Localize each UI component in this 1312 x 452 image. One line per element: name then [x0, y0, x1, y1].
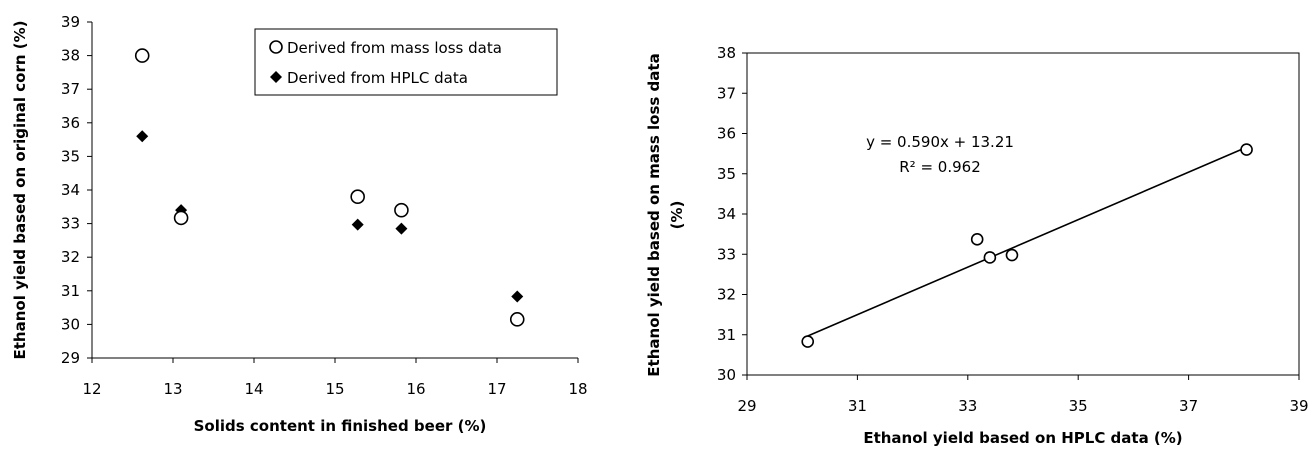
mass-loss-circle-point [134, 48, 150, 63]
right-y-tick-label: 36 [717, 125, 736, 143]
left-x-tick-label: 12 [82, 380, 101, 398]
left-y-ticks: 29 30 31 32 33 34 35 36 37 38 39 [61, 13, 92, 367]
left-y-tick-label: 30 [61, 315, 80, 333]
mass-loss-circle-point [509, 312, 525, 327]
right-y-tick-label: 37 [717, 84, 736, 102]
right-y-tick-label: 34 [717, 205, 736, 223]
left-y-tick-label: 38 [61, 47, 80, 65]
left-x-ticks: 12 13 14 15 16 17 18 [82, 358, 588, 398]
linear-trendline [807, 146, 1247, 337]
mass-loss-circle-point [350, 189, 365, 205]
right-data-points [801, 143, 1253, 348]
right-scatter-chart: 30 31 32 33 34 35 36 37 38 29 31 33 35 37 39 y = 0.59… [645, 44, 1309, 447]
right-y-axis-label-line1: Ethanol yield based on mass loss data [645, 53, 663, 376]
left-x-axis-label: Solids content in finished beer (%) [194, 417, 487, 435]
left-x-tick-label: 14 [244, 380, 263, 398]
right-x-tick-label: 31 [848, 397, 867, 415]
yield-comparison-point [1240, 143, 1253, 156]
legend-open-circle-marker [269, 40, 283, 54]
right-y-tick-label: 33 [717, 245, 736, 263]
right-trendline [807, 146, 1247, 337]
right-y-tick-label: 30 [717, 366, 736, 384]
right-y-tick-label: 31 [717, 326, 736, 344]
left-y-axis-label: Ethanol yield based on original corn (%) [11, 20, 29, 359]
left-y-tick-label: 29 [61, 349, 80, 367]
left-y-tick-label: 37 [61, 80, 80, 98]
right-x-tick-label: 37 [1179, 397, 1198, 415]
left-y-tick-label: 31 [61, 282, 80, 300]
legend-label-mass-loss: Derived from mass loss data [287, 39, 502, 57]
left-y-tick-label: 36 [61, 114, 80, 132]
trendline-equation: y = 0.590x + 13.21 [866, 133, 1014, 151]
legend-filled-diamond-marker [270, 71, 282, 83]
left-y-tick-label: 32 [61, 248, 80, 266]
hplc-diamond-point [136, 130, 149, 143]
right-y-ticks: 30 31 32 33 34 35 36 37 38 [717, 44, 747, 384]
hplc-diamond-point [395, 222, 408, 235]
left-y-tick-label: 35 [61, 147, 80, 165]
right-x-ticks: 29 31 33 35 37 39 [737, 375, 1309, 415]
left-x-tick-label: 15 [325, 380, 344, 398]
left-y-tick-label: 39 [61, 13, 80, 31]
right-x-tick-label: 29 [737, 397, 756, 415]
right-x-axis-label: Ethanol yield based on HPLC data (%) [863, 429, 1182, 447]
right-x-tick-label: 33 [958, 397, 977, 415]
legend-label-hplc: Derived from HPLC data [287, 69, 468, 87]
left-data-points [134, 48, 525, 327]
mass-loss-circle-point [173, 210, 189, 226]
right-y-axis-label-line2: (%) [668, 201, 686, 230]
right-y-tick-label: 32 [717, 286, 736, 304]
left-x-tick-label: 16 [406, 380, 425, 398]
right-x-tick-label: 35 [1069, 397, 1088, 415]
left-legend: Derived from mass loss data Derived from… [254, 28, 558, 96]
yield-comparison-point [970, 233, 984, 246]
left-y-tick-label: 33 [61, 215, 80, 233]
right-y-tick-label: 35 [717, 165, 736, 183]
hplc-diamond-point [511, 290, 524, 303]
left-y-tick-label: 34 [61, 181, 80, 199]
left-x-tick-label: 18 [568, 380, 587, 398]
legend-box [254, 28, 558, 96]
yield-comparison-point [1005, 248, 1019, 262]
hplc-diamond-point [351, 218, 364, 231]
left-x-tick-label: 17 [487, 380, 506, 398]
mass-loss-circle-point [394, 202, 409, 218]
trendline-r-squared: R² = 0.962 [899, 158, 980, 176]
left-x-tick-label: 13 [163, 380, 182, 398]
yield-comparison-point [801, 335, 815, 348]
right-y-tick-label: 38 [717, 44, 736, 62]
left-scatter-chart: 29 30 31 32 33 34 35 36 37 38 39 12 13 14 15 16 17 18 So… [11, 13, 588, 435]
yield-comparison-point [983, 251, 997, 264]
right-x-tick-label: 39 [1289, 397, 1308, 415]
